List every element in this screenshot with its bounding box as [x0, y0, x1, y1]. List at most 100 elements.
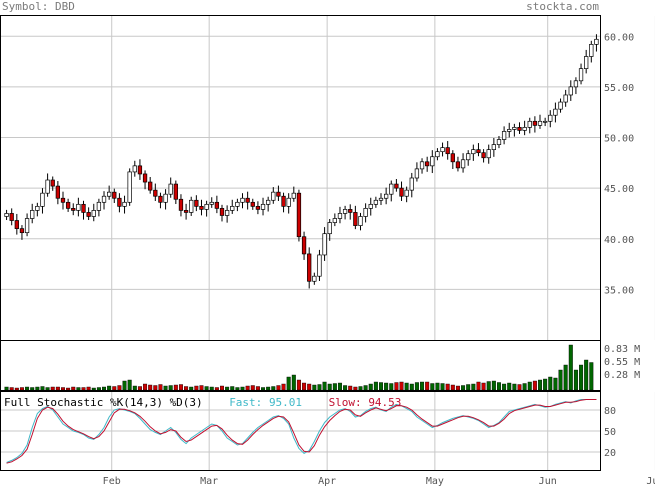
volume-bar [296, 379, 301, 391]
volume-bar [127, 379, 132, 391]
candle-body [40, 192, 45, 207]
volume-bar [384, 382, 389, 391]
volume-bar [389, 383, 394, 391]
volume-bar [317, 384, 322, 391]
volume-bar [343, 385, 348, 391]
volume-bar [158, 384, 163, 391]
candle-body [517, 127, 522, 131]
candle-body [491, 144, 496, 150]
candle-body [153, 189, 158, 197]
month-label: Jul [646, 476, 655, 486]
volume-bar [358, 386, 363, 391]
volume-bar [420, 381, 425, 391]
candle-body [291, 192, 296, 199]
candle-body [96, 201, 102, 211]
candle-body [276, 191, 281, 197]
panel-frame [0, 340, 601, 391]
candle-body [414, 168, 420, 179]
volume-bar [584, 359, 589, 391]
volume-bar [96, 387, 101, 391]
volume-bar [209, 386, 214, 391]
month-label: May [426, 476, 444, 486]
volume-bar [35, 386, 40, 391]
volume-bar [440, 383, 445, 391]
volume-tick-label: 0.28 M [604, 370, 640, 381]
volume-bar [543, 378, 548, 391]
candle-body [173, 183, 178, 200]
candle-body [168, 183, 173, 195]
volume-bar [471, 383, 476, 391]
candle-body [81, 203, 86, 213]
candle-body [65, 201, 71, 209]
volume-bar [76, 387, 81, 391]
volume-bar [71, 386, 76, 391]
candle-body [158, 195, 163, 203]
volume-bar [66, 387, 71, 391]
volume-bar [4, 386, 9, 391]
volume-bar [502, 383, 507, 391]
volume-bar [9, 387, 14, 391]
volume-bar [368, 383, 373, 391]
volume-bar [322, 381, 327, 391]
volume-bar [373, 381, 378, 391]
candle-body [476, 149, 481, 154]
slow-value: 94.53 [368, 396, 402, 409]
volume-bar [507, 382, 512, 391]
candle-body [214, 201, 220, 209]
stochastic-legend: Full Stochastic %K(14,3) %D(3) Fast: 95.… [4, 396, 401, 409]
panel-frames [0, 15, 601, 471]
candle-body [466, 153, 471, 161]
candle-body [4, 213, 9, 217]
candle-body [553, 108, 558, 116]
candle-body [419, 161, 425, 170]
symbol-label: Symbol: DBD [2, 0, 75, 13]
candle-body [542, 120, 548, 123]
volume-tick-label: 0.83 M [604, 344, 640, 355]
stoch-fast-line [6, 399, 597, 463]
stoch-slow-line [6, 399, 597, 464]
volume-bar [55, 386, 60, 391]
volume-bar [122, 380, 127, 391]
candle-body [322, 233, 327, 256]
volume-bar [266, 386, 271, 391]
volume-bar [163, 385, 168, 391]
volume-bar [363, 385, 368, 391]
volume-bar [214, 387, 219, 391]
volume-bar [148, 384, 153, 391]
volume-bar [348, 385, 353, 391]
volume-bar [30, 387, 35, 391]
price-tick-label: 45.00 [604, 184, 634, 195]
volume-bar [137, 386, 142, 391]
candle-body [19, 228, 25, 234]
candle-body [445, 147, 450, 155]
candle-body [481, 152, 486, 159]
candle-body [399, 187, 404, 197]
volume-bar [425, 381, 430, 391]
candle-body [189, 199, 194, 213]
candle-body [163, 193, 168, 203]
candle-body [440, 147, 445, 153]
candle-body [296, 192, 302, 238]
volume-bar [563, 364, 568, 391]
volume-bar [153, 385, 158, 391]
volume-bar [286, 376, 291, 391]
volume-bar [532, 380, 537, 391]
volume-bar [430, 383, 435, 391]
candle-body [178, 198, 184, 211]
volume-bar [481, 382, 486, 391]
volume-bar [573, 369, 578, 391]
volume-bar [337, 382, 342, 391]
volume-bar [568, 344, 573, 391]
candle-body [230, 206, 235, 211]
candle-body [255, 206, 261, 210]
candle-body [450, 153, 455, 163]
stoch-tick-label: 50 [604, 427, 616, 438]
volume-bar [194, 385, 199, 391]
volume-bar [245, 385, 250, 391]
volume-bar [466, 384, 471, 391]
candle-body [14, 220, 19, 229]
panel-frame [0, 15, 601, 341]
volume-bar [579, 364, 584, 391]
month-label: Feb [103, 476, 121, 486]
